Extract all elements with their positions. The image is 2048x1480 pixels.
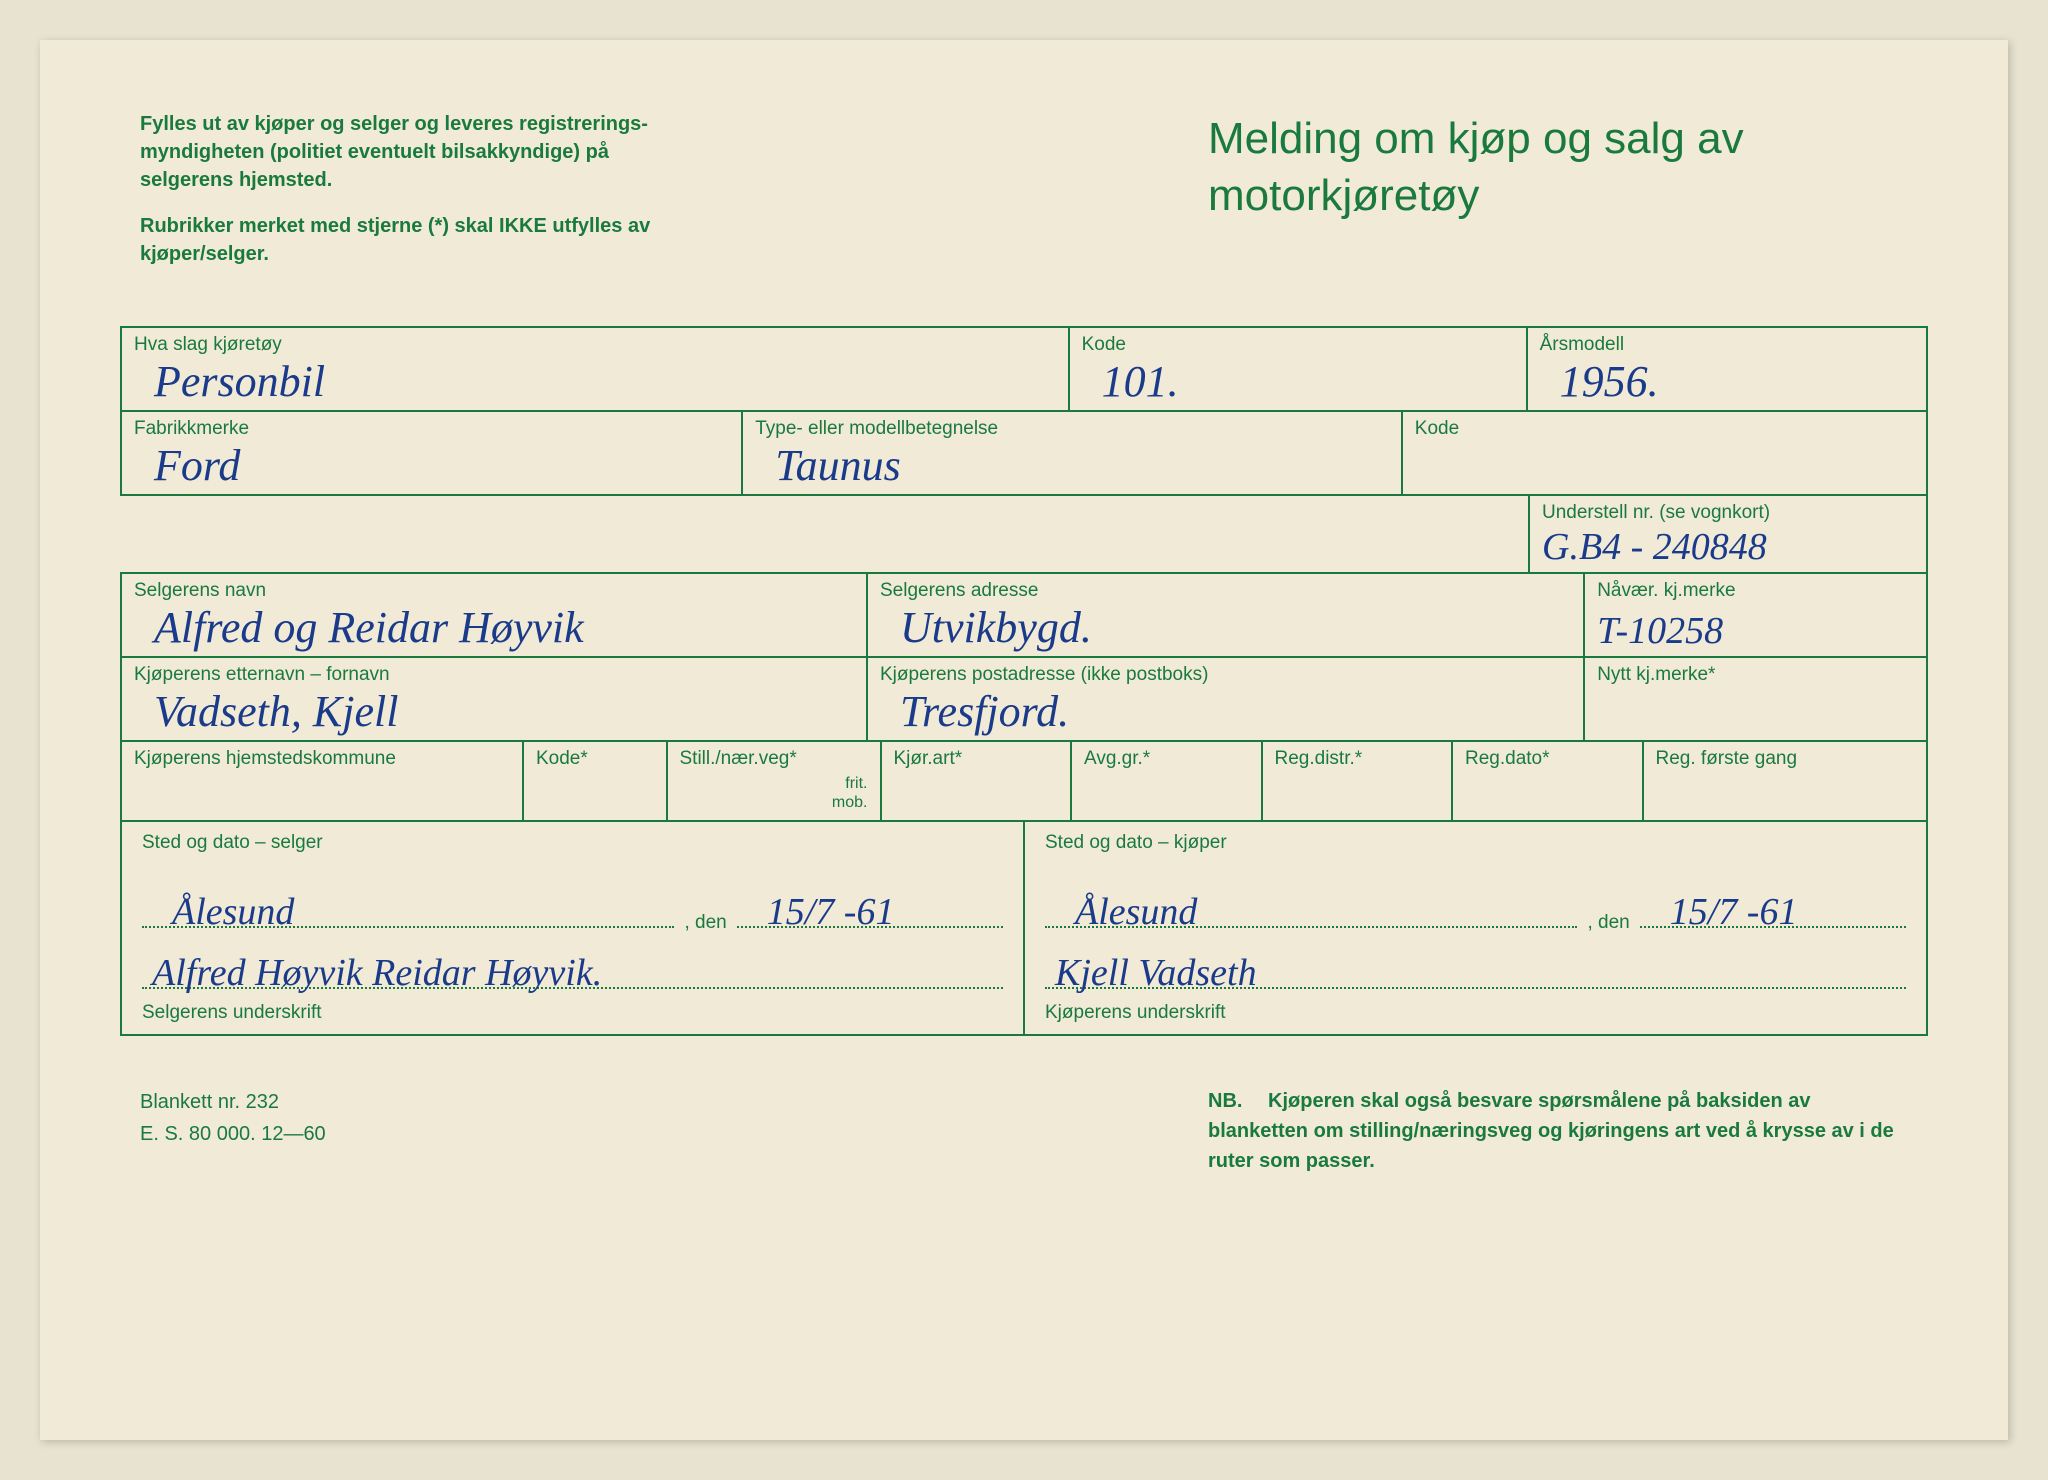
nb-label: NB. bbox=[1208, 1090, 1242, 1112]
form-title: Melding om kjøp og salg av motorkjøretøy bbox=[1208, 110, 1908, 286]
footer: Blankett nr. 232 E. S. 80 000. 12—60 NB.… bbox=[120, 1086, 1928, 1176]
vehicle-type-value: Personbil bbox=[134, 360, 1056, 404]
firstreg-label: Reg. første gang bbox=[1656, 748, 1915, 770]
make-value: Ford bbox=[134, 444, 729, 488]
buyer-signature: Kjell Vadseth bbox=[1055, 954, 1257, 992]
form-table-2: Selgerens navn Alfred og Reidar Høyvik S… bbox=[120, 574, 1928, 1036]
model-value: Taunus bbox=[755, 444, 1389, 488]
taxgroup-label: Avg.gr.* bbox=[1084, 748, 1249, 770]
buyer-date: 15/7 -61 bbox=[1670, 893, 1798, 931]
code-label: Kode bbox=[1082, 334, 1514, 356]
form-number: Blankett nr. 232 bbox=[140, 1086, 326, 1118]
form-table: Hva slag kjøretøy Personbil Kode 101. År… bbox=[120, 326, 1928, 496]
seller-addr-value: Utvikbygd. bbox=[880, 606, 1571, 650]
municipality-label: Kjøperens hjemstedskommune bbox=[134, 748, 510, 770]
row-vehicle-type: Hva slag kjøretøy Personbil Kode 101. År… bbox=[122, 328, 1926, 412]
reg-value: T-10258 bbox=[1597, 606, 1914, 650]
instructions: Fylles ut av kjøper og selger og leveres… bbox=[140, 110, 680, 286]
code-value: 101. bbox=[1082, 360, 1514, 404]
seller-signature: Alfred Høyvik Reidar Høyvik. bbox=[152, 954, 602, 992]
chassis-label: Understell nr. (se vognkort) bbox=[1542, 502, 1770, 523]
buyer-sig-label: Kjøperens underskrift bbox=[1045, 1002, 1906, 1024]
seller-place-label: Sted og dato – selger bbox=[142, 832, 1003, 854]
buyer-name-value: Vadseth, Kjell bbox=[134, 690, 854, 734]
seller-addr-label: Selgerens adresse bbox=[880, 580, 1571, 602]
vehicle-type-label: Hva slag kjøretøy bbox=[134, 334, 1056, 356]
buyer-addr-label: Kjøperens postadresse (ikke postboks) bbox=[880, 664, 1571, 686]
footer-left: Blankett nr. 232 E. S. 80 000. 12—60 bbox=[140, 1086, 326, 1176]
occupation-label: Still./nær.veg* bbox=[680, 748, 868, 770]
instruction-line-1: Fylles ut av kjøper og selger og leveres… bbox=[140, 110, 680, 194]
row-details: Kjøperens hjemstedskommune Kode* Still./… bbox=[122, 742, 1926, 822]
header: Fylles ut av kjøper og selger og leveres… bbox=[120, 110, 1928, 286]
regdist-label: Reg.distr.* bbox=[1275, 748, 1440, 770]
instruction-line-2: Rubrikker merket med stjerne (*) skal IK… bbox=[140, 212, 680, 268]
footer-right: NB. Kjøperen skal også besvare spørsmåle… bbox=[1208, 1086, 1908, 1176]
chassis-value: G.B4 - 240848 bbox=[1542, 524, 1914, 566]
buyer-name-label: Kjøperens etternavn – fornavn bbox=[134, 664, 854, 686]
occupation-sub2: mob. bbox=[680, 793, 868, 812]
make-label: Fabrikkmerke bbox=[134, 418, 729, 440]
regdate-label: Reg.dato* bbox=[1465, 748, 1630, 770]
seller-date: 15/7 -61 bbox=[767, 893, 895, 931]
seller-name-value: Alfred og Reidar Høyvik bbox=[134, 606, 854, 650]
model-label: Type- eller modellbetegnelse bbox=[755, 418, 1389, 440]
den-label-2: , den bbox=[1587, 912, 1629, 934]
row-chassis: Understell nr. (se vognkort) G.B4 - 2408… bbox=[120, 496, 1928, 574]
row-seller: Selgerens navn Alfred og Reidar Høyvik S… bbox=[122, 574, 1926, 658]
buyer-place: Ålesund bbox=[1075, 893, 1197, 931]
year-label: Årsmodell bbox=[1540, 334, 1914, 356]
form-document: Fylles ut av kjøper og selger og leveres… bbox=[40, 40, 2008, 1440]
buyer-place-label: Sted og dato – kjøper bbox=[1045, 832, 1906, 854]
row-signatures: Sted og dato – selger Ålesund , den 15/7… bbox=[122, 822, 1926, 1034]
occupation-sub1: frit. bbox=[680, 774, 868, 793]
seller-place: Ålesund bbox=[172, 893, 294, 931]
code3-label: Kode* bbox=[536, 748, 654, 770]
seller-sig-label: Selgerens underskrift bbox=[142, 1002, 1003, 1024]
code2-label: Kode bbox=[1415, 418, 1914, 440]
reg-label: Nåvær. kj.merke bbox=[1597, 580, 1914, 602]
newreg-label: Nytt kj.merke* bbox=[1597, 664, 1914, 686]
buyer-addr-value: Tresfjord. bbox=[880, 690, 1571, 734]
nb-text: Kjøperen skal også besvare spørsmålene p… bbox=[1208, 1090, 1894, 1172]
den-label-1: , den bbox=[684, 912, 726, 934]
print-info: E. S. 80 000. 12—60 bbox=[140, 1118, 326, 1150]
row-buyer: Kjøperens etternavn – fornavn Vadseth, K… bbox=[122, 658, 1926, 742]
row-make-model: Fabrikkmerke Ford Type- eller modellbete… bbox=[122, 412, 1926, 494]
drivetype-label: Kjør.art* bbox=[894, 748, 1059, 770]
year-value: 1956. bbox=[1540, 360, 1914, 404]
seller-name-label: Selgerens navn bbox=[134, 580, 854, 602]
